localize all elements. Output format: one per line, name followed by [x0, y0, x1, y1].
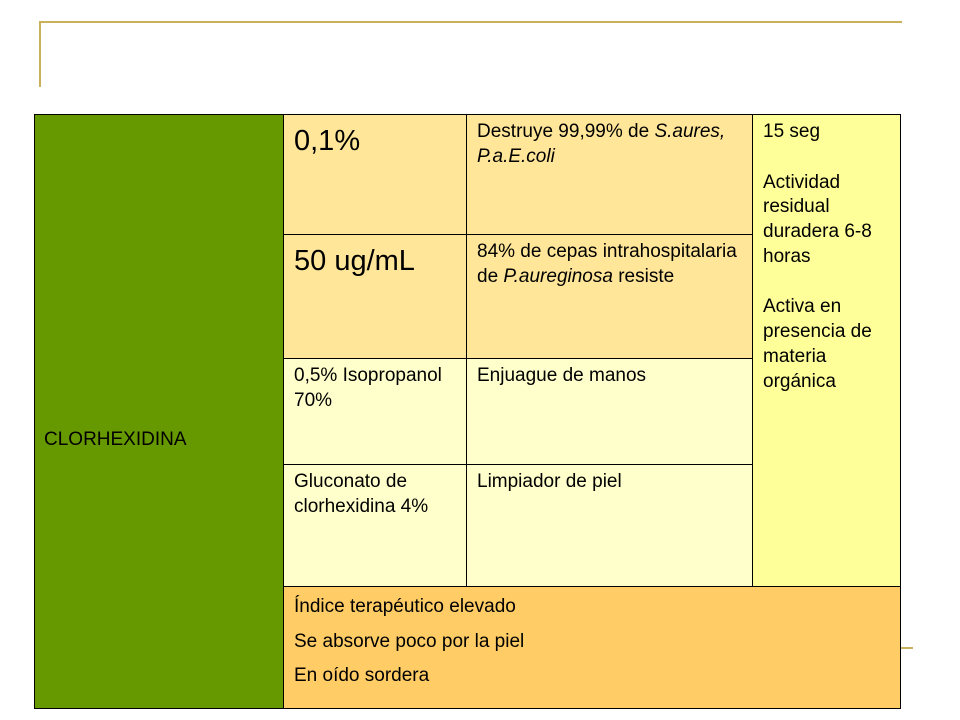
table-row: 50 ug/mL 84% de cepas intrahospitalaria …	[35, 234, 901, 359]
right-accent-line	[901, 647, 913, 649]
clorhexidina-table: CLORHEXIDINA 0,1% Destruye 99,99% de S.a…	[34, 114, 901, 709]
concentration-cell: 0,5% Isopropanol 70%	[283, 358, 467, 465]
description-cell: Enjuague de manos	[466, 358, 753, 465]
drug-name-cell: CLORHEXIDINA	[34, 114, 284, 709]
concentration-value: 0,1%	[294, 125, 361, 157]
table-row: Gluconato de clorhexidina 4% Limpiador d…	[35, 464, 901, 587]
properties-cell: 15 seg Actividad residual duradera 6-8 h…	[752, 114, 901, 587]
drug-name: CLORHEXIDINA	[44, 428, 187, 450]
description-text: Destruye 99,99% de S.aures, P.a.E.coli	[468, 116, 752, 174]
concentration-value: Gluconato de clorhexidina 4%	[294, 471, 429, 517]
top-accent-line	[40, 21, 902, 23]
description-cell: Destruye 99,99% de S.aures, P.a.E.coli	[466, 114, 753, 235]
table-row: 0,5% Isopropanol 70% Enjuague de manos	[35, 358, 901, 465]
concentration-value: 50 ug/mL	[294, 245, 415, 277]
description-prefix: Destruye 99,99% de	[477, 121, 655, 142]
description-text: 84% de cepas intrahospitalaria de P.aure…	[468, 236, 752, 294]
description-species: P.aureginosa	[503, 265, 613, 287]
concentration-cell: 0,1%	[283, 114, 467, 235]
description-species: S.aures, P.a.E.coli	[477, 121, 726, 167]
concentration-cell: 50 ug/mL	[283, 234, 467, 359]
description-cell: Limpiador de piel	[466, 464, 753, 587]
property-item: Activa en presencia de materia orgánica	[763, 296, 872, 392]
notes-cell: Índice terapéutico elevado Se absorve po…	[283, 586, 901, 709]
description-prefix: 84% de cepas intrahospitalaria de	[477, 241, 737, 287]
description-suffix: resiste	[612, 265, 675, 287]
concentration-cell: Gluconato de clorhexidina 4%	[283, 464, 467, 587]
note-line: Índice terapéutico elevado	[294, 596, 516, 617]
description-text: Enjuague de manos	[477, 365, 647, 386]
table-row: CLORHEXIDINA 0,1% Destruye 99,99% de S.a…	[34, 114, 901, 709]
description-cell: 84% de cepas intrahospitalaria de P.aure…	[466, 234, 753, 359]
left-accent-line	[39, 21, 41, 87]
properties-list: 15 seg Actividad residual duradera 6-8 h…	[754, 116, 900, 399]
table-row: Índice terapéutico elevado Se absorve po…	[35, 586, 901, 709]
notes-list: Índice terapéutico elevado Se absorve po…	[285, 588, 900, 694]
description-text: Limpiador de piel	[477, 471, 622, 492]
property-item: 15 seg	[763, 121, 821, 142]
note-line: En oído sordera	[294, 665, 430, 687]
concentration-value: 0,5% Isopropanol 70%	[294, 365, 442, 411]
property-item: Actividad residual duradera 6-8 horas	[763, 171, 872, 267]
note-line: Se absorve poco por la piel	[294, 630, 525, 652]
